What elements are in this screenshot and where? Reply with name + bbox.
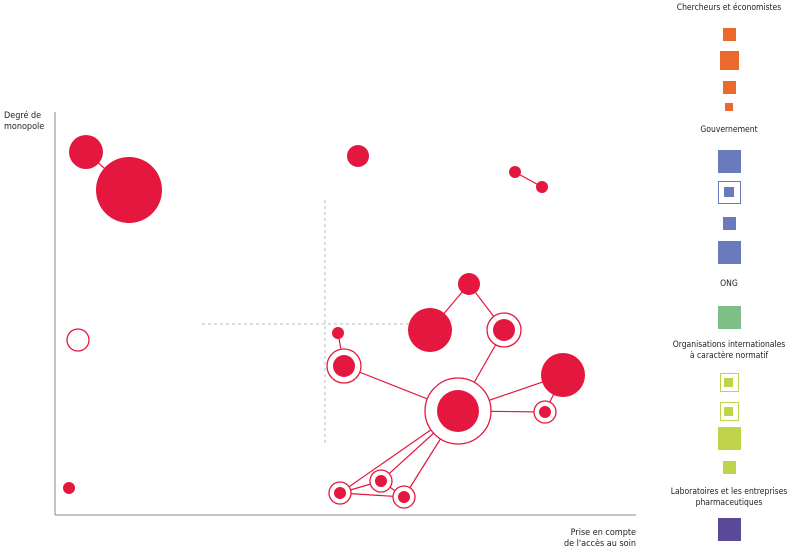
node-c [347, 145, 369, 167]
legend-swatch-intl_orgs-3 [717, 427, 741, 450]
node-a [69, 135, 103, 169]
legend-swatch-core [724, 377, 733, 387]
node-i [332, 327, 344, 339]
node-core-n [539, 406, 551, 418]
node-core-m [437, 390, 479, 432]
legend-swatch-researchers-3 [722, 81, 736, 94]
node-f [458, 273, 480, 295]
node-core-k [333, 355, 355, 377]
legend-swatch-industry-1 [717, 518, 741, 541]
axes [54, 112, 636, 516]
node-core-p [334, 487, 346, 499]
legend-title-ngo: ONG [720, 279, 738, 289]
node-core-r [398, 491, 410, 503]
guide-lines [202, 200, 412, 445]
y-axis-label: Degré de monopole [4, 111, 44, 133]
legend-swatch-government-4 [717, 241, 741, 264]
legend-swatch-researchers-1 [722, 28, 736, 41]
legend-swatch-intl_orgs-2 [719, 402, 739, 421]
node-g [408, 308, 452, 352]
legend-swatch-government-2 [717, 181, 741, 204]
legend-swatch-core [724, 406, 733, 416]
legend-swatch-ngo-1 [717, 306, 741, 329]
legend-title-intl-orgs-line1: Organisations internationales [672, 340, 786, 350]
legend-swatch-government-1 [717, 150, 741, 173]
legend-swatch-intl_orgs-4 [722, 461, 736, 474]
legend-swatch-researchers-4 [725, 103, 733, 111]
y-axis-label-line2: monopole [4, 122, 45, 132]
x-axis-label: Prise en compte de l'accès au soin [560, 528, 636, 550]
legend-title-industry: Laboratoires et les entreprises pharmace… [654, 487, 800, 509]
legend-swatch-core [723, 187, 734, 197]
legend-title-government: Gouvernement [700, 125, 758, 135]
legend-title-intl-orgs-line2: à caractère normatif [689, 351, 769, 361]
legend-swatch-intl_orgs-1 [719, 373, 739, 392]
y-axis-label-line1: Degré de [4, 111, 42, 121]
nodes [63, 135, 585, 509]
legend-title-intl-orgs: Organisations internationales à caractèr… [654, 340, 800, 362]
node-j [66, 328, 90, 352]
node-o [63, 482, 75, 494]
legend-swatch-government-3 [722, 217, 736, 230]
node-d [509, 166, 521, 178]
node-core-q [375, 475, 387, 487]
node-l [541, 353, 585, 397]
legend-title-researchers: Chercheurs et économistes [676, 3, 782, 13]
x-axis-label-line1: Prise en compte [570, 528, 636, 538]
node-e [536, 181, 548, 193]
node-core-h [493, 319, 515, 341]
x-axis-label-line2: de l'accès au soin [563, 539, 636, 549]
legend-swatch-researchers-2 [719, 51, 739, 70]
node-b [96, 157, 162, 223]
legend-title-industry-line2: pharmaceutiques [695, 498, 763, 508]
legend-title-industry-line1: Laboratoires et les entreprises [670, 487, 788, 497]
